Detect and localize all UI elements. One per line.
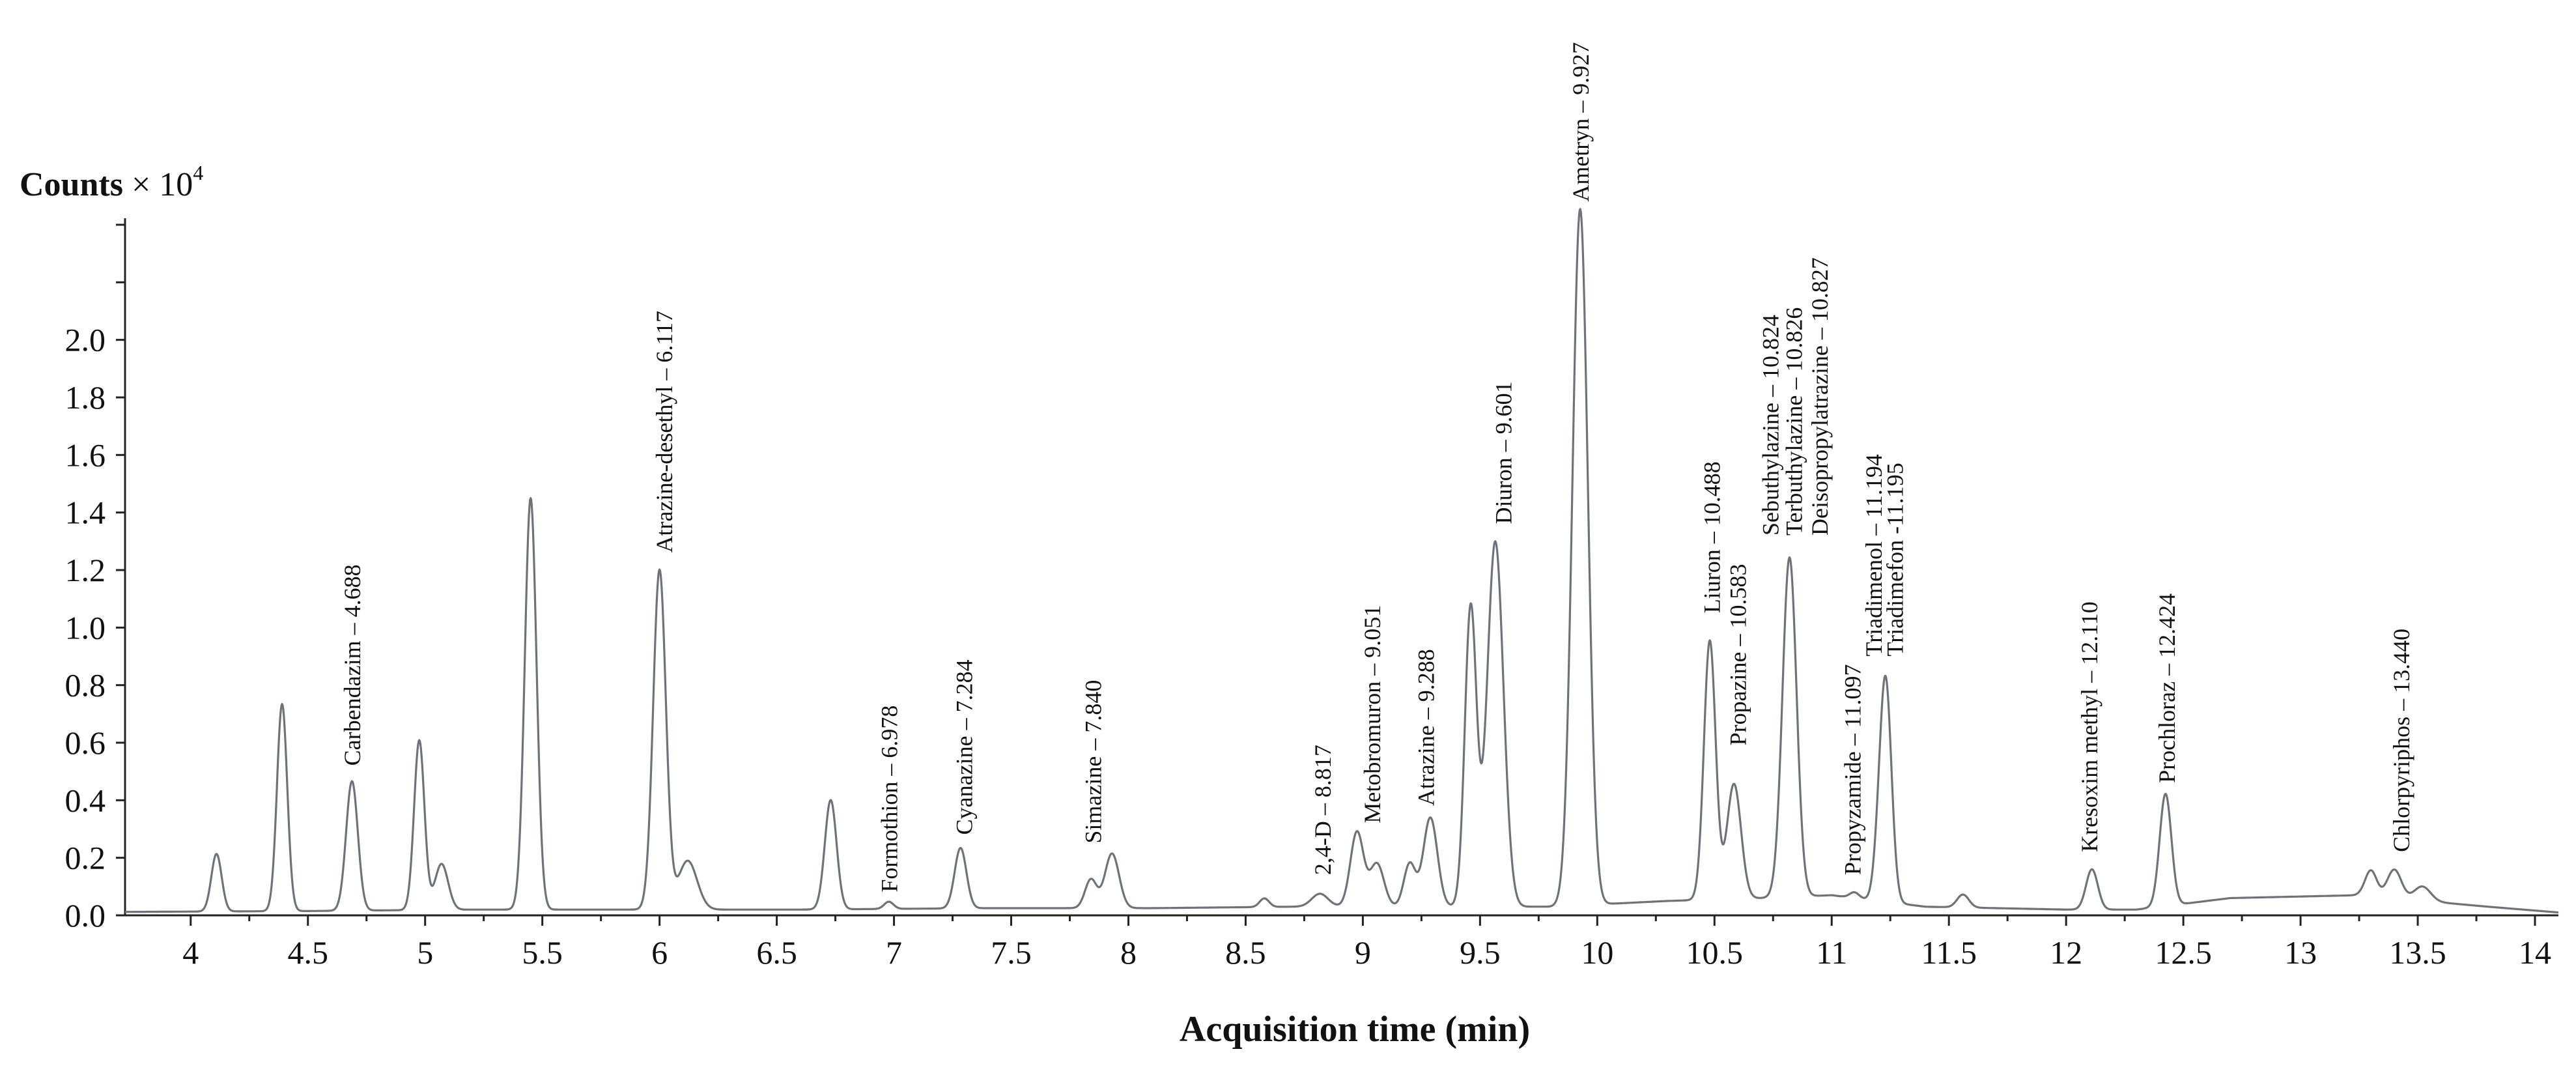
peak-label: Metobromuron – 9.051 [1359,605,1385,823]
peak-apex [1876,880,1878,882]
y-tick-label: 0.0 [65,897,106,934]
y-axis-title-rest: × 10 [123,166,193,203]
y-axis-title-bold: Counts [20,166,123,203]
peak-apex [1319,893,1322,895]
peak-apex [658,569,661,571]
peak-label: Formothion – 6.978 [876,706,902,893]
x-tick-label: 9 [1355,934,1371,971]
x-tick-label: 6.5 [756,934,797,971]
peak-apex [1429,816,1432,819]
y-tick-label: 1.6 [65,436,106,473]
peak-apex [1579,208,1581,210]
peak-apex [2091,868,2093,870]
x-tick-label: 10.5 [1686,934,1744,971]
peak-apex [2393,868,2396,871]
y-tick-label: 0.6 [65,724,106,761]
x-axis-title: Acquisition time (min) [1180,1009,1530,1050]
x-tick-label: 10 [1581,934,1613,971]
peak-apex [1789,556,1791,559]
peak-apex [281,703,283,706]
peak-label: Ametryn – 9.927 [1568,42,1594,202]
y-tick-label: 1.2 [65,552,106,588]
y-tick-label: 1.8 [65,379,106,416]
peak-apex [215,853,218,855]
peak-apex [959,847,962,850]
peak-label: Diuron – 9.601 [1490,381,1516,524]
y-tick-label: 1.0 [65,609,106,646]
y-axis-title: Counts × 104 [20,161,203,203]
peak-apex [1111,852,1113,855]
peak-label: Atrazine-desethyl – 6.117 [651,311,677,553]
x-tick-label: 7 [886,934,902,971]
peak-label: 2,4-D – 8.817 [1310,745,1336,875]
x-tick-label: 12.5 [2155,934,2212,971]
peak-apex [350,780,353,782]
x-tick-label: 6 [651,934,668,971]
y-tick-label: 0.4 [65,782,106,818]
peak-label: Triadimefon -11.195 [1882,463,1908,656]
peak-label: Triadimenol – 11.194 [1861,454,1887,656]
peak-label: Carbendazim – 4.688 [339,564,365,765]
peak-apex [1494,540,1497,543]
peak-apex [1469,606,1472,608]
peak-label: Atrazine – 9.288 [1413,649,1439,806]
x-tick-label: 13 [2284,934,2317,971]
peak-label: Cyanazine – 7.284 [952,659,978,835]
peak-apex [686,859,689,862]
x-tick-label: 14 [2519,934,2551,971]
peak-label: Prochloraz – 12.424 [2154,594,2180,783]
y-tick-label: 1.4 [65,494,106,531]
y-tick-label: 0.8 [65,667,106,704]
peak-apex [2164,792,2167,795]
peak-apex [2370,869,2372,872]
x-tick-label: 4.5 [287,934,328,971]
peak-apex [2421,885,2424,888]
x-tick-label: 13.5 [2389,934,2446,971]
x-tick-label: 7.5 [991,934,1032,971]
peak-label: Simazine – 7.840 [1080,680,1106,844]
x-tick-label: 5.5 [522,934,563,971]
peak-label: Propyzamide – 11.097 [1840,665,1866,876]
peak-apex [530,497,532,500]
peak-apex [888,900,890,903]
peak-apex [1355,831,1358,833]
chromatogram-trace [124,208,2559,914]
x-tick-label: 8 [1120,934,1137,971]
annotation-layer: Carbendazim – 4.688 Atrazine-desethyl – 6… [339,42,2414,893]
peak-apex [1263,897,1266,900]
x-tick-label: 5 [417,934,433,971]
peak-label: Propazine – 10.583 [1725,564,1751,745]
x-tick-label: 11.5 [1921,934,1977,971]
peak-apex [440,863,443,865]
peak-label: Kresoxim methyl – 12.110 [2076,601,2102,852]
x-tick-label: 9.5 [1460,934,1501,971]
y-tick-label: 0.2 [65,840,106,876]
peak-apex [1962,893,1964,896]
y-axis-title-exponent: 4 [193,161,203,184]
axes: 4 4.5 5 5.5 6 6.5 7 7.5 8 8.5 9 9.5 10 10.5 11 11.5 12 12… [65,218,2558,971]
x-tick-label: 11 [1816,934,1847,971]
trace-layer [124,208,2559,914]
peak-apex [1376,863,1378,865]
x-tick-label: 8.5 [1225,934,1266,971]
y-tick-label: 2.0 [65,322,106,358]
peak-label: Sebuthylazine – 10.824 [1758,315,1784,536]
peak-apex [1090,878,1092,881]
peak-label: Terbuthylazine – 10.826 [1781,308,1807,536]
peak-apex [418,739,421,741]
peak-apex [1708,639,1711,642]
peak-apex [1408,863,1411,865]
peak-apex [1853,891,1856,894]
peak-label: Liuron – 10.488 [1699,461,1725,613]
peak-label: Deisopropylatrazine – 10.827 [1807,257,1833,536]
peak-apex [829,799,832,801]
peak-apex [1733,782,1735,785]
peak-label: Chlorpyriphos – 13.440 [2388,629,2414,852]
x-tick-label: 12 [2050,934,2082,971]
peak-apex [1884,679,1887,681]
x-tick-label: 4 [182,934,199,971]
